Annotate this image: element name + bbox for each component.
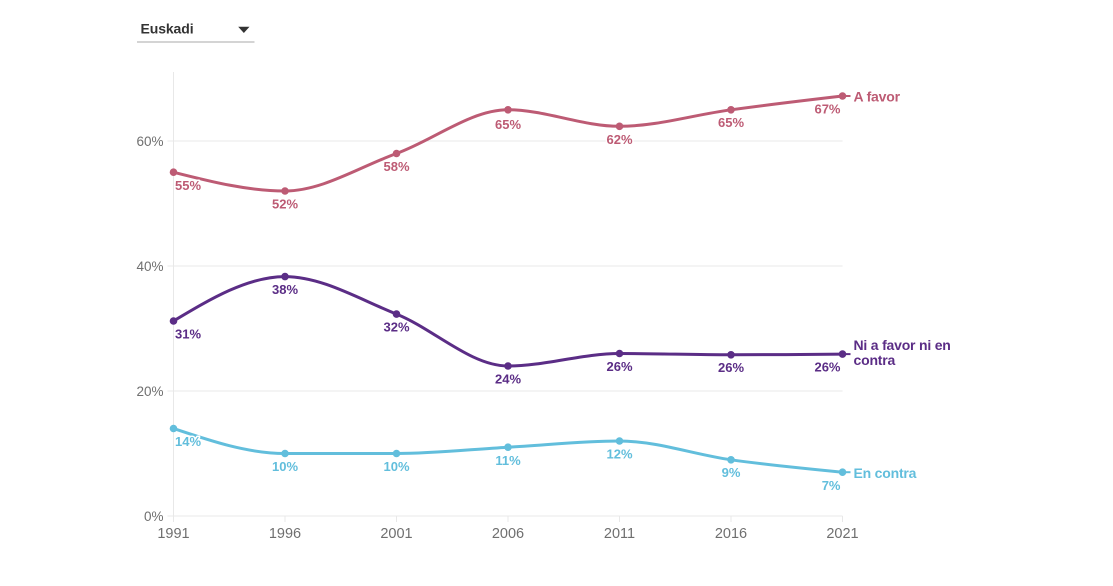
svg-text:0%: 0%: [144, 509, 164, 524]
svg-text:26%: 26%: [606, 359, 632, 374]
svg-text:67%: 67%: [814, 102, 840, 117]
svg-text:2001: 2001: [380, 526, 412, 542]
svg-text:40%: 40%: [136, 259, 163, 274]
svg-text:32%: 32%: [383, 320, 409, 335]
svg-text:2016: 2016: [715, 526, 747, 542]
svg-text:60%: 60%: [136, 134, 163, 149]
svg-text:En contra: En contra: [854, 465, 917, 481]
svg-text:2011: 2011: [604, 526, 635, 542]
svg-text:11%: 11%: [495, 453, 521, 468]
svg-text:52%: 52%: [272, 197, 298, 212]
svg-text:2006: 2006: [492, 526, 524, 542]
svg-text:contra: contra: [854, 352, 896, 368]
svg-text:24%: 24%: [495, 372, 521, 387]
svg-text:1991: 1991: [157, 526, 189, 542]
svg-text:62%: 62%: [606, 132, 632, 147]
svg-text:Euskadi: Euskadi: [141, 21, 194, 37]
svg-text:26%: 26%: [814, 360, 840, 375]
svg-text:26%: 26%: [718, 360, 744, 375]
svg-text:A favor: A favor: [854, 89, 901, 105]
svg-text:9%: 9%: [722, 465, 741, 480]
svg-text:10%: 10%: [272, 459, 298, 474]
svg-text:1996: 1996: [269, 526, 301, 542]
svg-text:58%: 58%: [383, 159, 409, 174]
svg-text:65%: 65%: [495, 117, 521, 132]
svg-text:2021: 2021: [826, 526, 858, 542]
svg-text:20%: 20%: [136, 384, 163, 399]
svg-text:31%: 31%: [175, 327, 201, 342]
svg-text:65%: 65%: [718, 115, 744, 130]
svg-text:7%: 7%: [822, 478, 841, 493]
svg-text:55%: 55%: [175, 178, 201, 193]
svg-text:12%: 12%: [606, 447, 632, 462]
svg-text:14%: 14%: [175, 434, 201, 449]
svg-text:38%: 38%: [272, 282, 298, 297]
svg-text:Ni a favor ni en: Ni a favor ni en: [854, 337, 951, 353]
svg-text:10%: 10%: [383, 459, 409, 474]
